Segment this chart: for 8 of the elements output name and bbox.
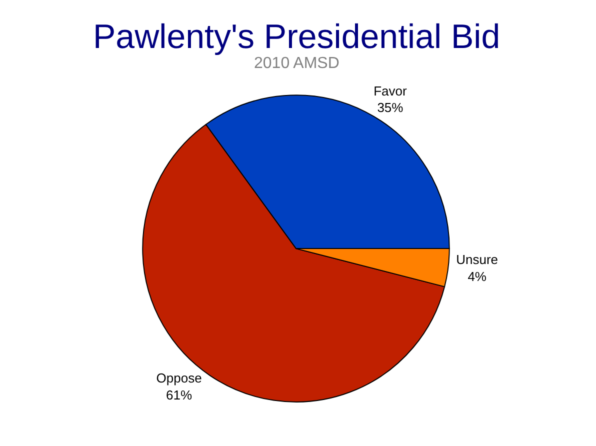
slice-label: Unsure [456, 252, 498, 268]
chart-title: Pawlenty's Presidential Bid [93, 18, 500, 56]
chart-subtitle: 2010 AMSD [254, 55, 340, 72]
data-label: 4% [468, 268, 487, 284]
slice-label: Oppose [156, 370, 202, 386]
slice-label: Favor [374, 83, 408, 98]
data-label: 35% [377, 100, 404, 116]
data-label: 61% [166, 387, 192, 402]
